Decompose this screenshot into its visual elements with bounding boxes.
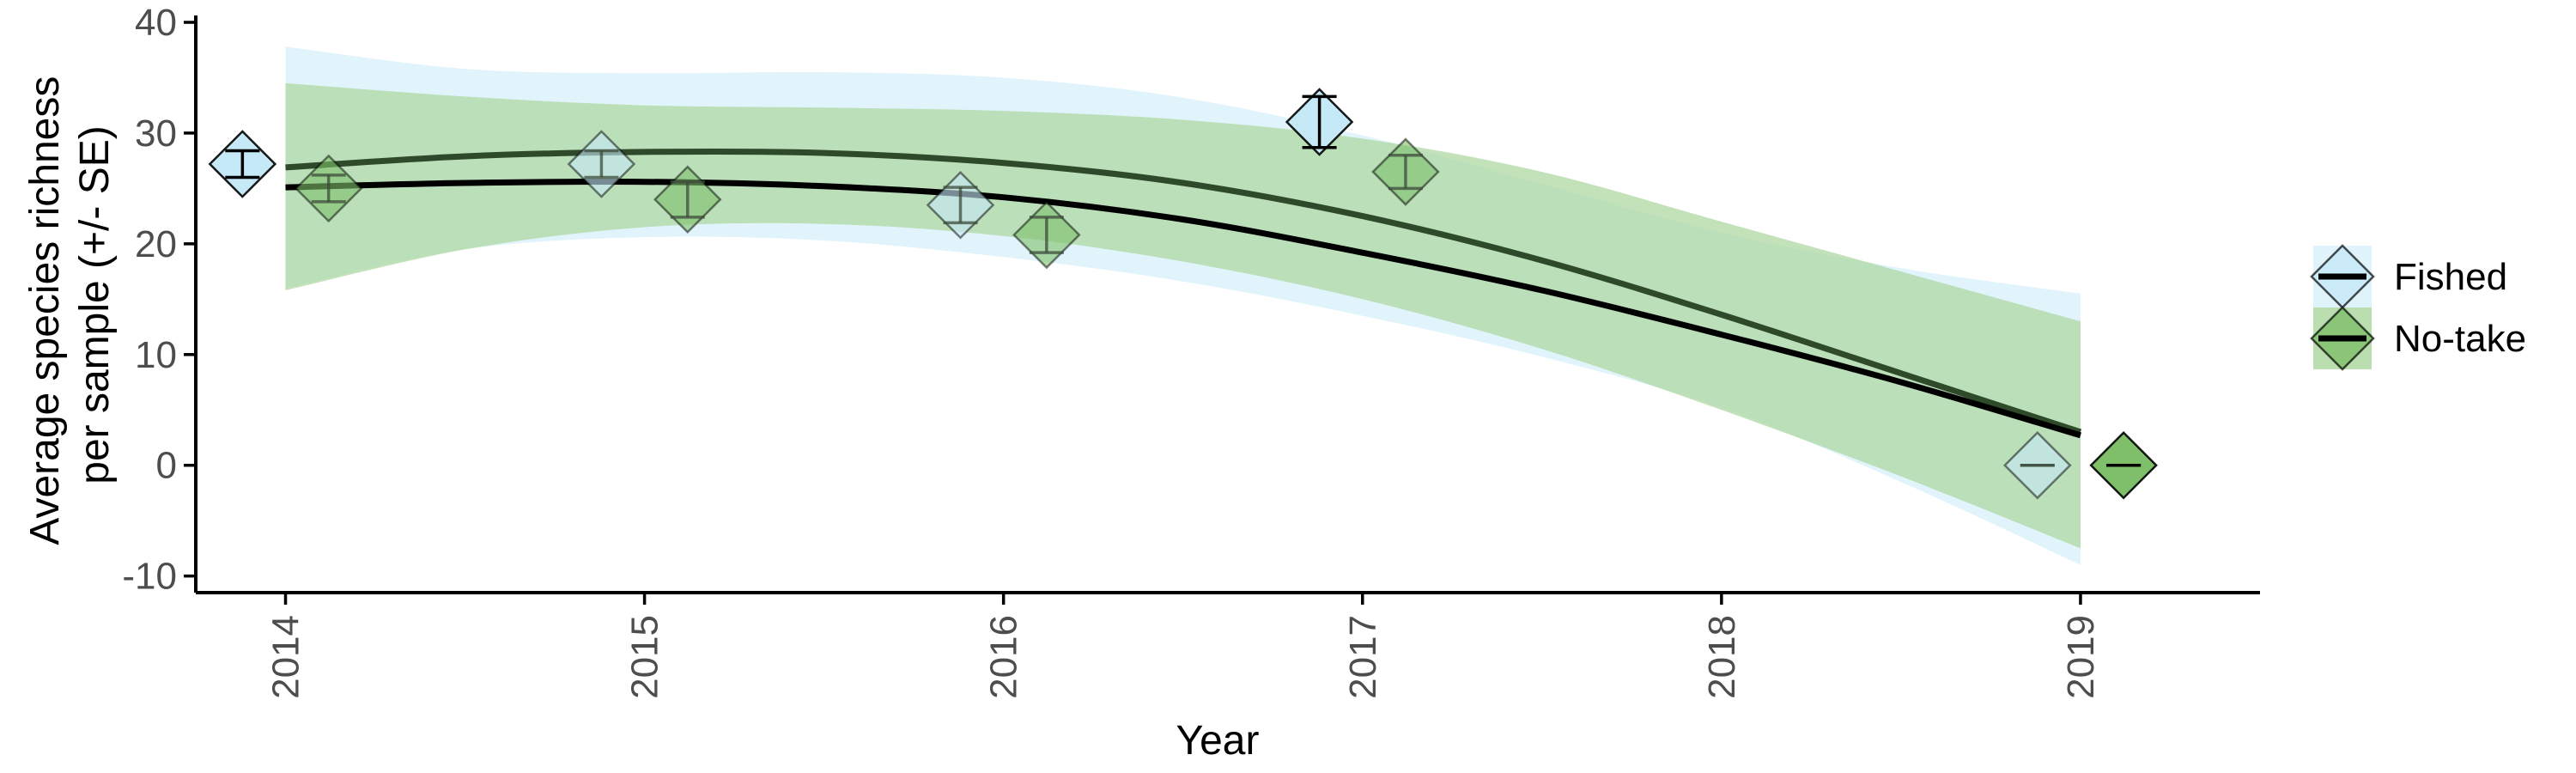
point-no-take-4: [1371, 137, 1440, 206]
y-tick-label: 10: [135, 334, 177, 376]
point-no-take-2: [653, 165, 722, 234]
x-tick-label: 2016: [983, 615, 1025, 699]
plot-area: [208, 46, 2158, 565]
x-axis-ticks: 2014 2015 2016 2017 2018 2019: [265, 593, 2102, 699]
point-fished-3: [926, 170, 995, 240]
y-tick-label: 0: [156, 445, 177, 487]
x-axis-title: Year: [1176, 718, 1260, 764]
y-tick-label: 30: [135, 113, 177, 155]
data-points: [208, 88, 2158, 500]
confidence-band-no-take: [285, 82, 2081, 549]
legend-label: Fished: [2394, 256, 2507, 298]
point-fished-1: [208, 130, 277, 198]
y-tick-label: 20: [135, 223, 177, 265]
x-tick-label: 2018: [1701, 615, 1743, 699]
confidence-bands: [285, 46, 2081, 565]
y-tick-label: -10: [122, 556, 177, 598]
y-axis-title-line-1: Average species richness: [22, 76, 68, 545]
point-fished-4: [1285, 88, 1354, 156]
y-axis-ticks: -10 0 10 20 30 40: [122, 2, 196, 598]
y-axis-title: Average species richness per sample (+/-…: [22, 64, 118, 545]
y-axis-title-line-2: per sample (+/- SE): [72, 125, 118, 484]
point-fished-2: [567, 130, 636, 198]
y-tick-label: 40: [135, 2, 177, 44]
axes: -10 0 10 20 30 40 2014 2015 2016 2017 2018 2019: [122, 2, 2260, 699]
x-tick-label: 2015: [624, 615, 666, 699]
x-tick-label: 2019: [2060, 615, 2102, 699]
legend-label: No-take: [2394, 318, 2526, 360]
legend-item-fished: Fished: [2310, 244, 2507, 309]
legend: Fished No-take: [2310, 244, 2526, 371]
point-fished-5: [2003, 430, 2072, 500]
point-no-take-5: [2089, 430, 2158, 500]
legend-item-no-take: No-take: [2310, 306, 2526, 371]
point-no-take-1: [294, 154, 363, 223]
point-no-take-3: [1012, 200, 1081, 270]
x-tick-label: 2017: [1342, 615, 1384, 699]
x-tick-label: 2014: [265, 615, 307, 699]
